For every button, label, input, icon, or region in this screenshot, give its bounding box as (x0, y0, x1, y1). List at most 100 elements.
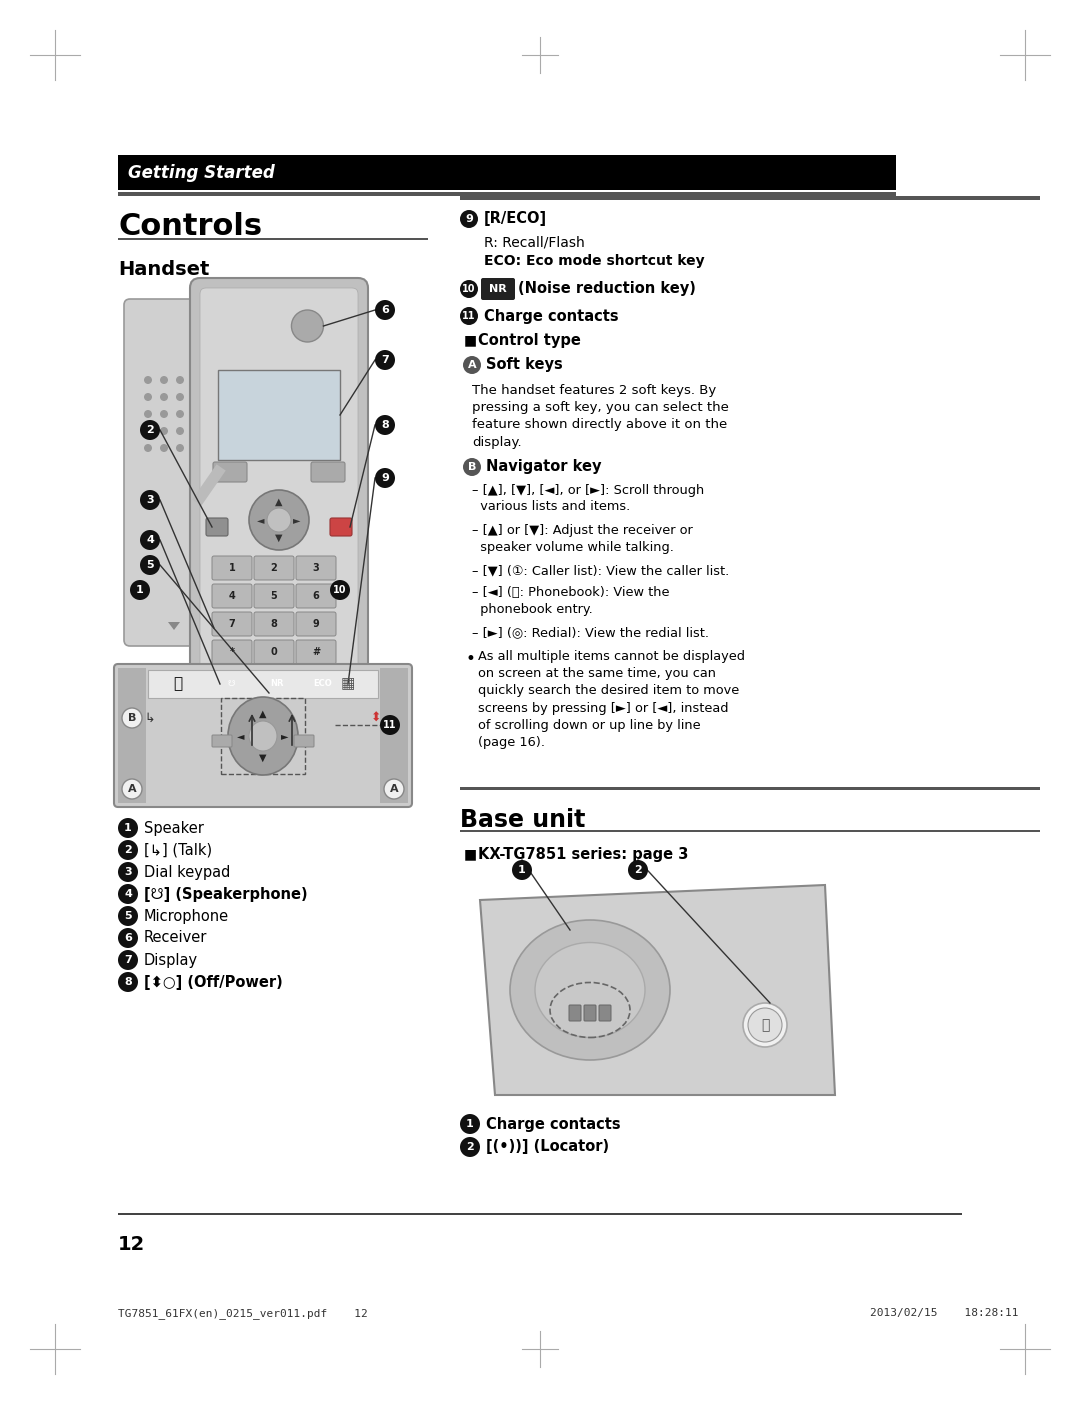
Circle shape (140, 529, 160, 550)
Text: – [◄] (📒: Phonebook): View the
  phonebook entry.: – [◄] (📒: Phonebook): View the phonebook… (472, 585, 670, 615)
FancyBboxPatch shape (254, 584, 294, 608)
Text: [☋] (Speakerphone): [☋] (Speakerphone) (144, 886, 308, 901)
FancyBboxPatch shape (569, 1005, 581, 1021)
Text: Receiver: Receiver (144, 931, 207, 945)
Text: ☋: ☋ (227, 680, 234, 688)
Text: ▲: ▲ (259, 709, 267, 719)
Text: [R/ECO]: [R/ECO] (484, 212, 548, 226)
Text: ⬍: ⬍ (370, 712, 381, 724)
Circle shape (176, 444, 184, 452)
Text: Charge contacts: Charge contacts (486, 1116, 621, 1132)
Text: ▼: ▼ (259, 753, 267, 762)
Circle shape (160, 393, 168, 402)
Polygon shape (168, 622, 180, 630)
Circle shape (160, 444, 168, 452)
Text: – [▲] or [▼]: Adjust the receiver or
  speaker volume while talking.: – [▲] or [▼]: Adjust the receiver or spe… (472, 524, 692, 553)
Circle shape (249, 490, 309, 550)
Text: ▼: ▼ (275, 534, 283, 543)
Text: [(•))] (Locator): [(•))] (Locator) (486, 1140, 609, 1154)
Text: 7: 7 (229, 619, 235, 629)
Text: ↳: ↳ (145, 712, 156, 724)
Text: Base unit: Base unit (460, 807, 585, 833)
Text: 1: 1 (229, 563, 235, 573)
Circle shape (118, 906, 138, 927)
Text: 10: 10 (334, 585, 347, 595)
Text: The handset features 2 soft keys. By
pressing a soft key, you can select the
fea: The handset features 2 soft keys. By pre… (472, 385, 729, 449)
Text: ◄: ◄ (257, 515, 265, 525)
Circle shape (140, 555, 160, 576)
Text: As all multiple items cannot be displayed
on screen at the same time, you can
qu: As all multiple items cannot be displaye… (478, 650, 745, 748)
Circle shape (292, 310, 323, 343)
Text: 7: 7 (124, 955, 132, 965)
Text: KX-TG7851 series: page 3: KX-TG7851 series: page 3 (478, 847, 688, 862)
Circle shape (460, 307, 478, 324)
Text: Microphone: Microphone (144, 908, 229, 924)
Circle shape (380, 715, 400, 736)
Circle shape (375, 300, 395, 320)
Bar (460, 788, 1040, 790)
Ellipse shape (228, 696, 298, 775)
Text: ◄: ◄ (238, 731, 245, 741)
Circle shape (118, 840, 138, 861)
Text: A: A (468, 359, 476, 371)
Circle shape (463, 357, 481, 373)
Circle shape (118, 928, 138, 948)
Text: 2: 2 (124, 845, 132, 855)
FancyBboxPatch shape (294, 736, 314, 747)
Circle shape (512, 861, 532, 880)
Circle shape (144, 393, 152, 402)
Text: 8: 8 (124, 977, 132, 987)
Text: 4: 4 (229, 591, 235, 601)
Circle shape (375, 416, 395, 435)
FancyBboxPatch shape (213, 462, 247, 482)
Circle shape (627, 861, 648, 880)
Text: 9: 9 (381, 473, 389, 483)
FancyBboxPatch shape (212, 640, 252, 664)
Text: 1: 1 (136, 585, 144, 595)
Text: •: • (465, 650, 476, 668)
Text: Controls: Controls (118, 212, 262, 241)
Circle shape (160, 427, 168, 435)
Text: 5: 5 (124, 911, 132, 921)
Text: 6: 6 (381, 305, 389, 314)
Circle shape (144, 410, 152, 418)
Text: Display: Display (144, 952, 198, 967)
Text: 0: 0 (271, 647, 278, 657)
Circle shape (176, 393, 184, 402)
Bar (221, 698, 305, 774)
Circle shape (118, 819, 138, 838)
Text: – [►] (◎: Redial): View the redial list.: – [►] (◎: Redial): View the redial list. (472, 626, 708, 639)
Text: *: * (229, 647, 234, 657)
Circle shape (144, 427, 152, 435)
Text: 9: 9 (465, 213, 473, 225)
Text: Navigator key: Navigator key (486, 459, 602, 475)
Text: 7: 7 (381, 355, 389, 365)
Text: 2013/02/15    18:28:11: 2013/02/15 18:28:11 (870, 1309, 1018, 1318)
Circle shape (140, 490, 160, 510)
Circle shape (122, 708, 141, 729)
Text: Dial keypad: Dial keypad (144, 865, 230, 879)
Text: – [▼] (①: Caller list): View the caller list.: – [▼] (①: Caller list): View the caller … (472, 564, 729, 577)
Text: 2: 2 (146, 425, 153, 435)
Circle shape (460, 211, 478, 227)
FancyBboxPatch shape (190, 278, 368, 717)
Bar (460, 197, 1040, 199)
Circle shape (122, 779, 141, 799)
Text: B: B (127, 713, 136, 723)
Ellipse shape (510, 920, 670, 1060)
Text: Charge contacts: Charge contacts (484, 309, 619, 323)
Text: NR: NR (489, 284, 507, 293)
FancyBboxPatch shape (114, 664, 411, 807)
FancyBboxPatch shape (302, 674, 345, 695)
Circle shape (118, 951, 138, 970)
Text: A: A (390, 783, 399, 795)
Text: 11: 11 (383, 720, 396, 730)
Circle shape (375, 350, 395, 371)
Bar (118, 668, 146, 803)
Ellipse shape (249, 722, 276, 751)
Bar (118, 1213, 962, 1214)
Text: 2: 2 (271, 563, 278, 573)
Circle shape (460, 1113, 480, 1134)
Text: A: A (127, 783, 136, 795)
Bar (220, 713, 335, 739)
